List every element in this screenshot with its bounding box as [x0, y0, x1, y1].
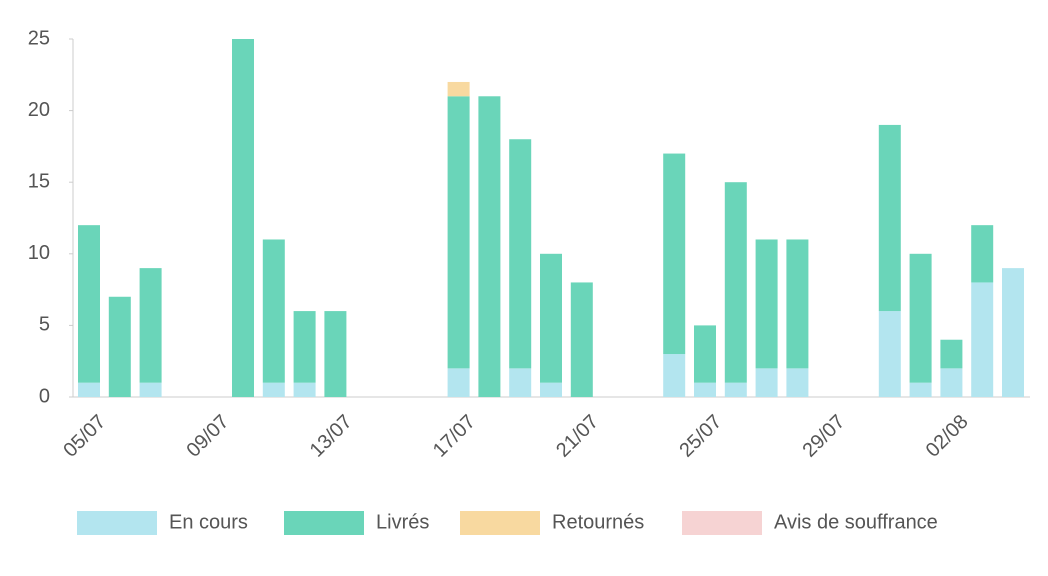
- bar-segment: [694, 325, 716, 383]
- bar-segment: [447, 96, 470, 369]
- bar-segment: [878, 311, 901, 397]
- bar-segment: [755, 239, 778, 369]
- bar-segment: [509, 139, 532, 369]
- y-tick-label: 10: [28, 242, 50, 264]
- bar-segment: [478, 96, 501, 397]
- legend-label: Livrés: [376, 511, 429, 533]
- legend-label: Retournés: [552, 511, 644, 533]
- bar-segment: [108, 296, 131, 397]
- x-tick-label: 02/08: [922, 411, 973, 462]
- bar-segment: [570, 282, 593, 397]
- bar-segment: [262, 239, 285, 383]
- bar-segment: [540, 382, 562, 397]
- x-tick-label: 29/07: [799, 411, 850, 462]
- bar-segment: [878, 124, 901, 312]
- y-tick-label: 5: [39, 314, 50, 336]
- bar-segment: [724, 382, 747, 397]
- legend-label: En cours: [169, 511, 248, 533]
- bar-segment: [78, 382, 100, 397]
- bar-segment: [509, 368, 532, 397]
- x-tick-label: 13/07: [306, 411, 357, 462]
- x-tick-label: 25/07: [675, 411, 726, 462]
- x-tick-label: 09/07: [183, 411, 234, 462]
- bar-segment: [755, 368, 778, 397]
- bar-segment: [971, 282, 994, 397]
- bar-segment: [694, 382, 716, 397]
- bar-segment: [663, 153, 686, 355]
- x-tick-label: 21/07: [552, 411, 603, 462]
- bar-segment: [78, 225, 100, 383]
- bar-segment: [940, 368, 963, 397]
- bar-segment: [447, 81, 470, 97]
- legend-label: Avis de souffrance: [774, 511, 938, 533]
- bar-segment: [971, 225, 994, 283]
- y-tick-label: 25: [28, 27, 50, 49]
- bar-segment: [293, 311, 316, 383]
- y-tick-label: 0: [39, 385, 50, 407]
- bar-segment: [909, 253, 932, 383]
- bar-segment: [724, 182, 747, 383]
- bar-segment: [909, 382, 932, 397]
- bar-segment: [940, 339, 963, 369]
- legend-swatch: [460, 511, 540, 535]
- x-tick-label: 17/07: [429, 411, 480, 462]
- bar-segment: [447, 368, 470, 397]
- y-tick-label: 15: [28, 170, 50, 192]
- y-tick-label: 20: [28, 99, 50, 121]
- bar-segment: [139, 382, 162, 397]
- legend-swatch: [682, 511, 762, 535]
- bar-segment: [324, 311, 347, 397]
- bar-segment: [786, 239, 809, 369]
- bar-segment: [540, 253, 562, 383]
- bar-segment: [1002, 268, 1024, 397]
- bar-segment: [786, 368, 809, 397]
- bar-segment: [232, 39, 254, 397]
- bar-segment: [293, 382, 316, 397]
- x-tick-label: 05/07: [59, 411, 110, 462]
- bar-segment: [262, 382, 285, 397]
- bar-segment: [663, 354, 686, 397]
- legend-swatch: [284, 511, 364, 535]
- bar-segment: [139, 268, 162, 383]
- legend-swatch: [77, 511, 157, 535]
